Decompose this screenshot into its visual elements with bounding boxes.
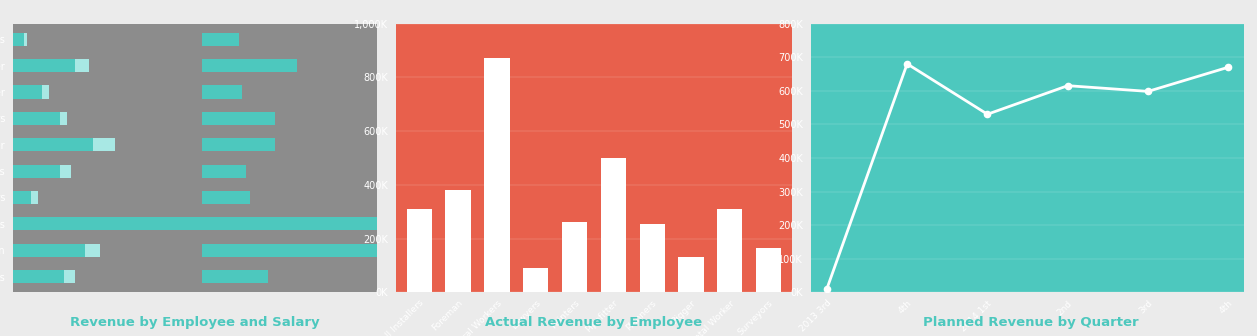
- Bar: [202, 112, 275, 125]
- Bar: [214, 217, 249, 230]
- Text: Revenue by Employee and Salary: Revenue by Employee and Salary: [70, 316, 319, 329]
- Bar: [202, 191, 249, 204]
- Bar: [755, 248, 782, 292]
- Bar: [13, 33, 24, 46]
- Bar: [30, 191, 38, 204]
- Bar: [202, 85, 243, 99]
- Bar: [679, 257, 704, 292]
- Bar: [85, 244, 101, 257]
- Bar: [13, 217, 214, 230]
- Bar: [406, 209, 432, 292]
- Bar: [13, 112, 60, 125]
- Bar: [60, 165, 70, 178]
- Bar: [13, 270, 64, 283]
- Bar: [60, 112, 68, 125]
- Bar: [202, 244, 385, 257]
- Bar: [640, 224, 665, 292]
- Text: Actual Revenue by Employee: Actual Revenue by Employee: [485, 316, 701, 329]
- Bar: [13, 244, 85, 257]
- Bar: [601, 158, 626, 292]
- Bar: [202, 138, 275, 151]
- Bar: [523, 268, 548, 292]
- Bar: [202, 59, 297, 72]
- Bar: [445, 190, 470, 292]
- Bar: [13, 85, 41, 99]
- Bar: [202, 217, 475, 230]
- Bar: [64, 270, 74, 283]
- Bar: [13, 59, 74, 72]
- Bar: [718, 209, 743, 292]
- Bar: [13, 165, 60, 178]
- Bar: [202, 165, 246, 178]
- Bar: [202, 33, 239, 46]
- Bar: [484, 58, 509, 292]
- Text: Planned Revenue by Quarter: Planned Revenue by Quarter: [923, 316, 1139, 329]
- Bar: [13, 191, 30, 204]
- Bar: [202, 270, 268, 283]
- Bar: [562, 222, 587, 292]
- Bar: [93, 138, 114, 151]
- Bar: [24, 33, 28, 46]
- Bar: [13, 138, 93, 151]
- Bar: [74, 59, 89, 72]
- Bar: [41, 85, 49, 99]
